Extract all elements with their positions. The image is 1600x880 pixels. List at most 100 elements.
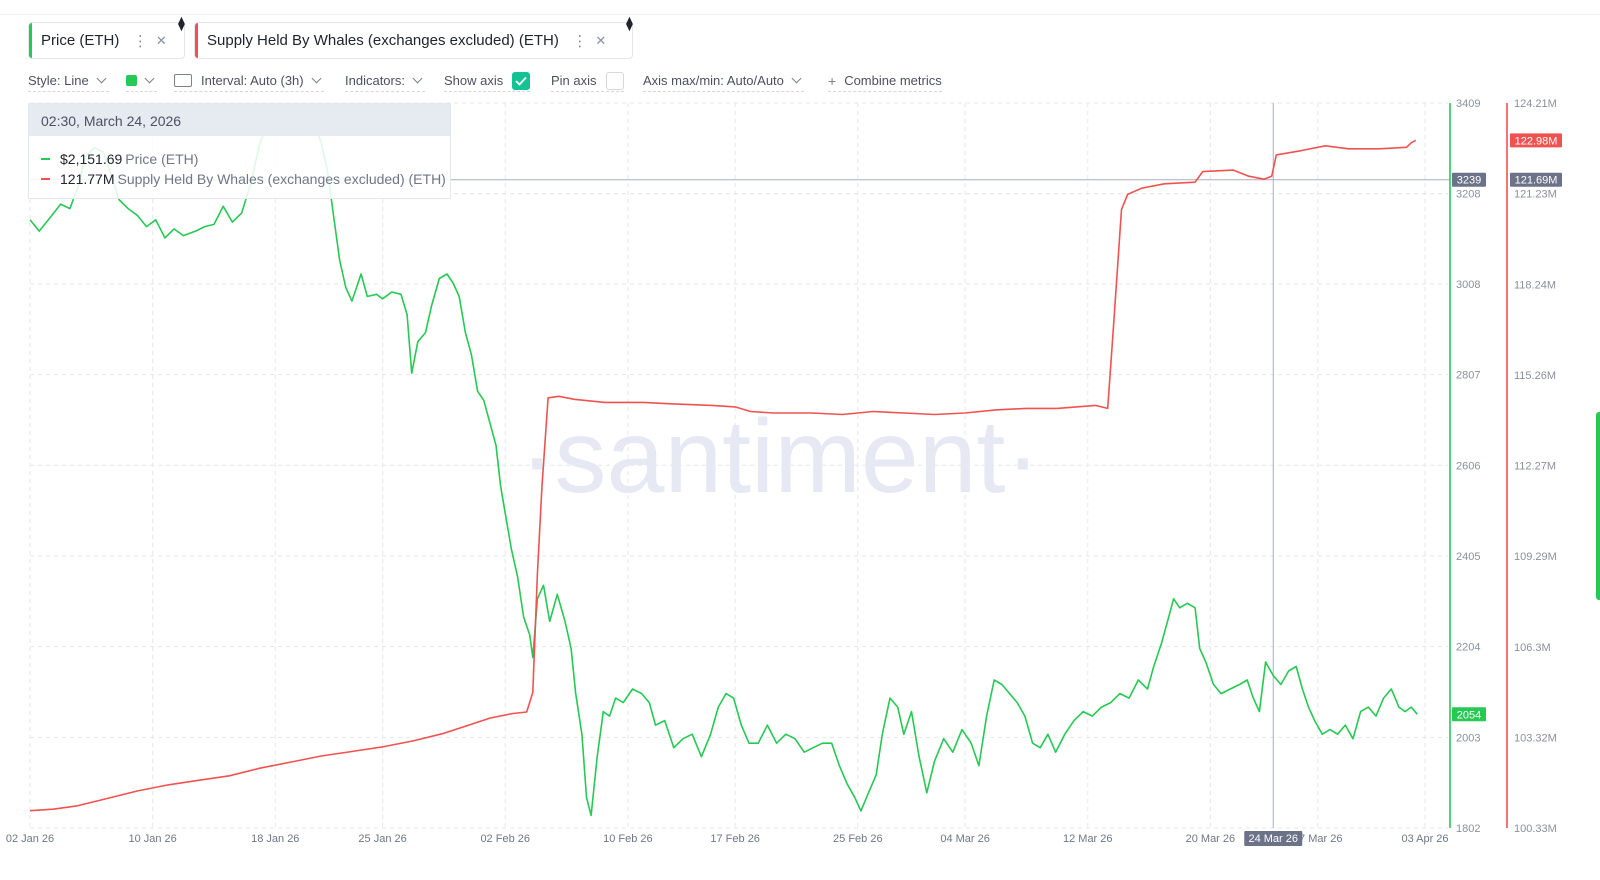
- y-tick-left: 3409: [1456, 98, 1480, 110]
- x-tick: 10 Feb 26: [603, 833, 653, 845]
- combine-metrics-label: Combine metrics: [844, 73, 942, 88]
- interval-label: Interval: Auto (3h): [201, 73, 304, 88]
- crosshair-right-badge-bg: [1510, 172, 1562, 187]
- x-tick: 25 Feb 26: [833, 833, 883, 845]
- crosshair-left-badge-text: 3239: [1457, 175, 1481, 187]
- legend-dash-whales: [41, 178, 50, 180]
- chart-grid: [29, 102, 1448, 829]
- crosshair-x-badge-text: 24 Mar 26: [1248, 833, 1298, 845]
- tooltip-row-whales: 121.77M Supply Held By Whales (exchanges…: [41, 171, 446, 187]
- x-tick: 27 Mar 26: [1293, 833, 1343, 845]
- tooltip-date: 02:30, March 24, 2026: [29, 104, 450, 136]
- x-tick: 12 Mar 26: [1063, 833, 1113, 845]
- show-axis-toggle[interactable]: Show axis: [444, 70, 531, 92]
- y-tick-left: 3008: [1456, 279, 1480, 291]
- y-tick-left: 2606: [1456, 460, 1480, 472]
- price-current-badge-text: 2054: [1457, 709, 1481, 721]
- eth-icon: ⧫: [178, 15, 185, 31]
- close-icon[interactable]: ✕: [155, 32, 167, 48]
- color-swatch: [126, 75, 137, 86]
- whales-current-badge-text: 122.98M: [1515, 135, 1558, 147]
- y-tick-left: 1802: [1456, 823, 1480, 835]
- metric-color-bar: [29, 23, 32, 58]
- y-tick-right: 124.21M: [1514, 98, 1557, 110]
- legend-dash-price: [41, 158, 50, 160]
- style-dropdown[interactable]: Style: Line: [28, 70, 109, 92]
- show-axis-label: Show axis: [444, 73, 504, 88]
- metric-color-bar: [195, 23, 198, 58]
- top-divider: [0, 14, 1600, 15]
- checkbox-checked-icon[interactable]: [512, 71, 531, 90]
- crosshair-right-badge-text: 121.69M: [1515, 175, 1558, 187]
- chevron-down-icon: [144, 73, 155, 84]
- whales-current-badge: 122.98M: [1510, 133, 1562, 148]
- side-panel-handle[interactable]: [1596, 412, 1600, 600]
- color-dropdown[interactable]: [126, 70, 157, 92]
- eth-icon: ⧫: [626, 15, 633, 31]
- kebab-icon[interactable]: ⋮: [572, 32, 588, 50]
- kebab-icon[interactable]: ⋮: [132, 32, 148, 50]
- x-tick: 18 Jan 26: [251, 833, 299, 845]
- x-tick: 02 Jan 26: [6, 833, 54, 845]
- x-tick: 10 Jan 26: [128, 833, 176, 845]
- y-tick-right: 115.26M: [1514, 370, 1556, 382]
- crosshair-right-badge: 121.69M: [1510, 172, 1562, 187]
- y-tick-left: 2405: [1456, 551, 1480, 563]
- y-tick-left: 2204: [1456, 642, 1480, 654]
- x-tick: 04 Mar 26: [940, 833, 990, 845]
- metric-chip-price[interactable]: Price (ETH) ⋮ ✕ ⧫: [28, 15, 185, 59]
- y-tick-right: 100.33M: [1514, 823, 1557, 835]
- plus-icon: +: [828, 72, 837, 89]
- x-tick: 03 Apr 26: [1401, 833, 1448, 845]
- metric-label-price: Price (ETH): [41, 32, 120, 49]
- chevron-down-icon: [791, 73, 802, 84]
- price-current-badge-bg: [1452, 707, 1486, 722]
- checkbox-unchecked-icon[interactable]: [605, 71, 624, 90]
- pin-axis-toggle[interactable]: Pin axis: [551, 70, 624, 92]
- y-tick-left: 3208: [1456, 189, 1480, 201]
- x-tick: 20 Mar 26: [1186, 833, 1236, 845]
- x-tick: 02 Feb 26: [480, 833, 530, 845]
- crosshair-left-badge-bg: [1452, 172, 1486, 187]
- close-icon[interactable]: ✕: [595, 32, 607, 48]
- chevron-down-icon: [311, 73, 322, 84]
- style-label: Style: Line: [28, 73, 89, 88]
- y-tick-left: 2807: [1456, 370, 1480, 382]
- chart-tooltip: 02:30, March 24, 2026 $2,151.69 Price (E…: [28, 103, 451, 199]
- chevron-down-icon: [96, 73, 107, 84]
- indicators-label: Indicators:: [345, 73, 405, 88]
- crosshair-left-badge: 3239: [1452, 172, 1486, 187]
- y-tick-right: 109.29M: [1514, 551, 1557, 563]
- tooltip-whales-value: 121.77M: [60, 171, 115, 187]
- x-tick: 17 Feb 26: [710, 833, 760, 845]
- tooltip-whales-name: Supply Held By Whales (exchanges exclude…: [117, 171, 446, 187]
- chart-canvas[interactable]: ·santiment· 3409 3208 3008 2807 2606 2405 2204…: [0, 96, 1600, 880]
- crosshair-x-badge-bg: [1244, 831, 1303, 846]
- whales-supply-line: [29, 139, 1417, 812]
- indicators-dropdown[interactable]: Indicators:: [345, 70, 425, 92]
- tooltip-price-value: $2,151.69: [60, 151, 123, 167]
- tooltip-price-name: Price (ETH): [125, 151, 199, 167]
- pin-axis-label: Pin axis: [551, 73, 597, 88]
- y-tick-right: 106.3M: [1514, 642, 1551, 654]
- combine-metrics-button[interactable]: + Combine metrics: [828, 70, 942, 92]
- metric-label-whales: Supply Held By Whales (exchanges exclude…: [207, 32, 559, 49]
- axis-maxmin-dropdown[interactable]: Axis max/min: Auto/Auto: [643, 70, 804, 92]
- interval-dropdown[interactable]: Interval: Auto (3h): [174, 70, 324, 92]
- crosshair-x-badge: 24 Mar 26: [1244, 831, 1303, 846]
- whales-current-badge-bg: [1510, 133, 1562, 148]
- x-tick: 25 Jan 26: [358, 833, 406, 845]
- tooltip-row-price: $2,151.69 Price (ETH): [41, 151, 198, 167]
- ruler-icon: [174, 74, 192, 87]
- metric-chip-whales[interactable]: Supply Held By Whales (exchanges exclude…: [194, 15, 633, 59]
- axis-maxmin-label: Axis max/min: Auto/Auto: [643, 73, 784, 88]
- y-tick-right: 118.24M: [1514, 279, 1556, 291]
- price-current-badge: 2054: [1452, 707, 1486, 722]
- y-tick-right: 112.27M: [1514, 461, 1556, 473]
- chevron-down-icon: [412, 73, 423, 84]
- santiment-watermark: ·santiment·: [520, 399, 1040, 515]
- y-tick-left: 2003: [1456, 732, 1480, 744]
- y-tick-right: 121.23M: [1514, 189, 1557, 201]
- y-tick-right: 103.32M: [1514, 732, 1557, 744]
- chart-axes: 3409 3208 3008 2807 2606 2405 2204 2003 1802 124.…: [6, 98, 1562, 846]
